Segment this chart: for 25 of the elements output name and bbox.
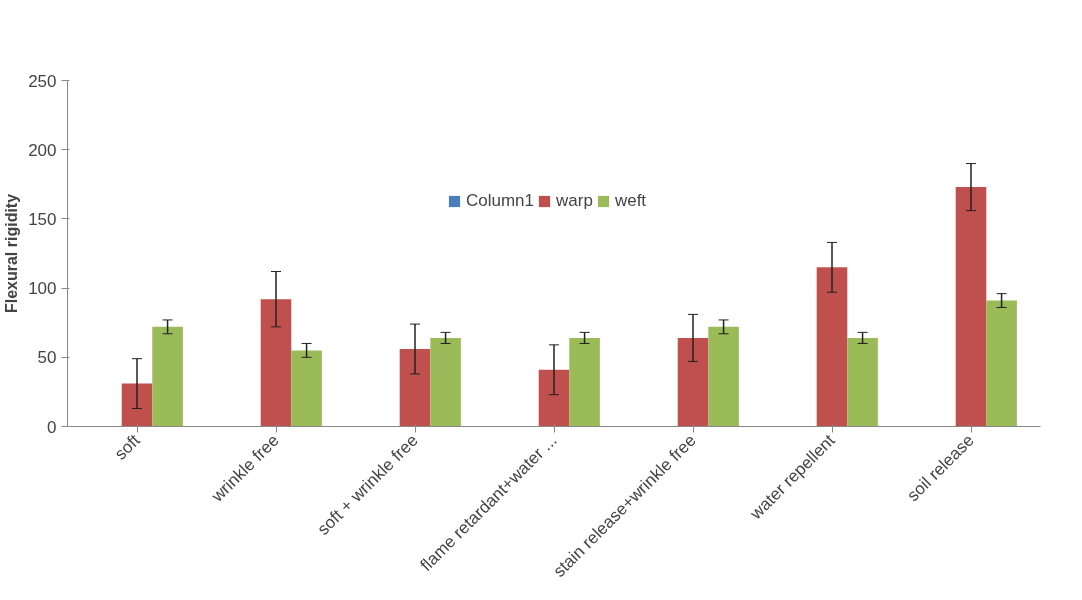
- y-tick-label: 250: [28, 71, 57, 91]
- y-tick-label: 200: [28, 140, 57, 160]
- bar: [291, 350, 322, 427]
- y-axis-title: Flexural rigidity: [3, 193, 21, 314]
- legend-label: warp: [556, 191, 593, 211]
- bar: [847, 337, 878, 427]
- bar: [816, 267, 848, 427]
- legend-label: weft: [614, 191, 647, 211]
- legend-label: Column1: [466, 191, 535, 211]
- y-tick-label: 150: [28, 209, 57, 229]
- y-tick-label: 100: [28, 279, 57, 299]
- bar: [152, 326, 183, 427]
- y-tick-label: 50: [37, 348, 57, 368]
- bar: [538, 369, 570, 427]
- bar: [399, 349, 431, 427]
- bar: [260, 299, 292, 427]
- bar: [986, 300, 1017, 427]
- y-tick-label: 0: [47, 417, 57, 437]
- bar: [121, 383, 153, 427]
- bar: [955, 187, 987, 427]
- bar: [430, 337, 461, 427]
- bar: [677, 337, 709, 427]
- bar: [569, 337, 600, 427]
- bar: [708, 326, 739, 427]
- x-tick-label: soft: [110, 430, 144, 464]
